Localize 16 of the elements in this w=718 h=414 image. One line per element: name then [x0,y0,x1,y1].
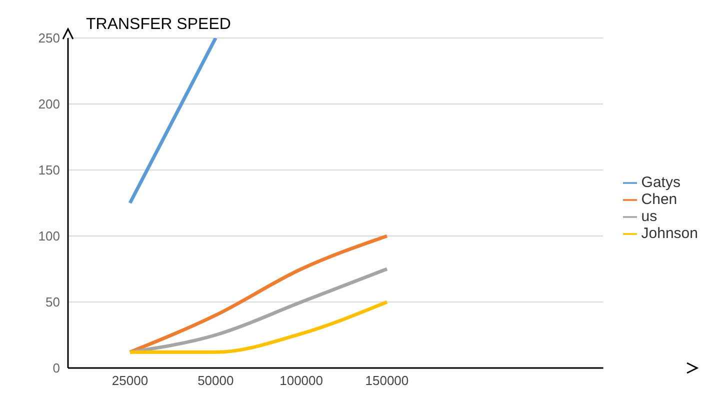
x-tick-label: 100000 [280,373,324,388]
y-tick-label: 50 [46,294,60,310]
y-tick-label: 150 [38,162,60,178]
legend-label: Chen [641,191,678,208]
x-tick-label: 150000 [365,373,409,388]
legend-label: us [641,208,658,225]
y-tick-label: 200 [38,96,60,112]
x-tick-label: 25000 [112,373,148,388]
x-tick-label: 50000 [198,373,234,388]
y-tick-label: 250 [38,30,60,46]
line-series [128,234,389,354]
y-axis-title: TRANSFER SPEED [86,16,231,34]
legend-label: Johnson [641,225,698,242]
y-tick-label: 100 [38,228,60,244]
legend-label: Gatys [641,174,680,191]
y-tick-label: 0 [52,360,60,376]
